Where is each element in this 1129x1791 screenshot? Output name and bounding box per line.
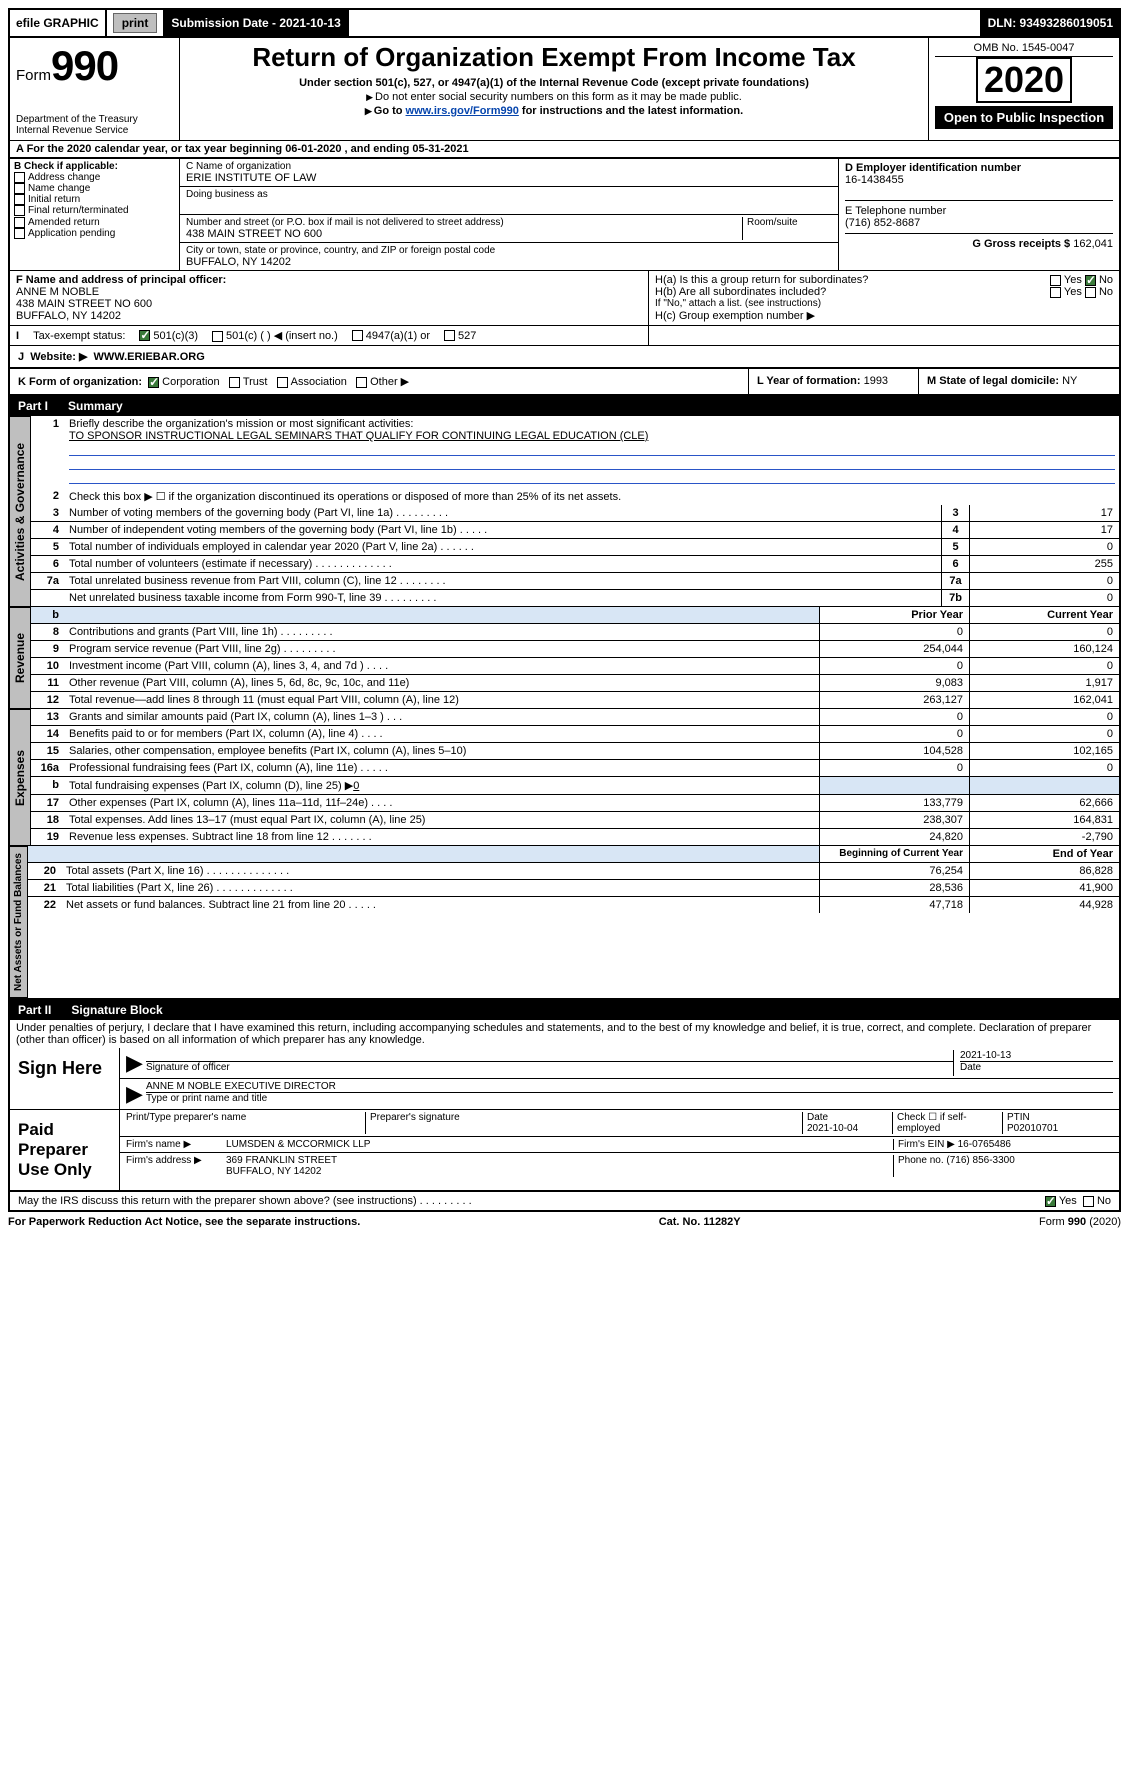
- city-state-zip: BUFFALO, NY 14202: [186, 256, 832, 268]
- prep-date: 2021-10-04: [807, 1123, 892, 1134]
- sign-date: 2021-10-13: [960, 1050, 1113, 1061]
- revenue-section: Revenue bPrior YearCurrent Year 8Contrib…: [8, 607, 1121, 709]
- open-public: Open to Public Inspection: [935, 106, 1113, 129]
- part-ii-header: Part II Signature Block: [8, 1000, 1121, 1020]
- omb-number: OMB No. 1545-0047: [935, 42, 1113, 57]
- mission-text: TO SPONSOR INSTRUCTIONAL LEGAL SEMINARS …: [69, 430, 648, 442]
- vtab-revenue: Revenue: [10, 607, 31, 709]
- row-a-tax-year: A For the 2020 calendar year, or tax yea…: [8, 140, 1121, 159]
- vtab-governance: Activities & Governance: [10, 416, 31, 607]
- form-label: Form990: [16, 42, 173, 90]
- expenses-section: Expenses 13Grants and similar amounts pa…: [8, 709, 1121, 846]
- activities-governance: Activities & Governance 1 Briefly descri…: [8, 416, 1121, 607]
- form-header: Form990 Department of the Treasury Inter…: [8, 38, 1121, 140]
- dept-irs: Internal Revenue Service: [16, 125, 173, 136]
- principal-officer-block: F Name and address of principal officer:…: [8, 271, 1121, 326]
- box-b: B Check if applicable: Address change Na…: [10, 159, 180, 270]
- top-bar: efile GRAPHIC print Submission Date - 20…: [8, 8, 1121, 38]
- val-6: 255: [969, 556, 1119, 572]
- print-button[interactable]: print: [113, 13, 158, 33]
- subtitle-3: Go to www.irs.gov/Form990 for instructio…: [186, 105, 922, 117]
- dln: DLN: 93493286019051: [982, 10, 1119, 36]
- sign-here-label: Sign Here: [10, 1048, 120, 1109]
- page-footer: For Paperwork Reduction Act Notice, see …: [8, 1212, 1121, 1232]
- street-address: 438 MAIN STREET NO 600: [186, 228, 742, 240]
- website-value: WWW.ERIEBAR.ORG: [94, 351, 205, 363]
- signature-section: Sign Here ▶ Signature of officer 2021-10…: [8, 1048, 1121, 1192]
- irs-link[interactable]: www.irs.gov/Form990: [406, 105, 519, 117]
- row-j-website: J Website: ▶ WWW.ERIEBAR.ORG: [8, 346, 1121, 369]
- firm-name: LUMSDEN & MCCORMICK LLP: [226, 1139, 893, 1150]
- submission-date: Submission Date - 2021-10-13: [165, 10, 348, 36]
- row-klm: K Form of organization: Corporation Trus…: [8, 369, 1121, 396]
- discuss-row: May the IRS discuss this return with the…: [8, 1192, 1121, 1212]
- val-3: 17: [969, 505, 1119, 521]
- box-d-label: D Employer identification number: [845, 162, 1113, 174]
- gross-receipts: 162,041: [1073, 238, 1113, 250]
- firm-ein: 16-0765486: [958, 1139, 1011, 1150]
- val-5: 0: [969, 539, 1119, 555]
- officer-sig-name: ANNE M NOBLE EXECUTIVE DIRECTOR: [146, 1081, 1113, 1092]
- dept-treasury: Department of the Treasury: [16, 114, 173, 125]
- subtitle-2: Do not enter social security numbers on …: [186, 91, 922, 103]
- firm-phone: (716) 856-3300: [946, 1155, 1014, 1166]
- form-title: Return of Organization Exempt From Incom…: [186, 42, 922, 73]
- ein: 16-1438455: [845, 174, 1113, 186]
- officer-name: ANNE M NOBLE: [16, 286, 642, 298]
- row-i-tax-status: I Tax-exempt status: 501(c)(3) 501(c) ( …: [8, 326, 1121, 346]
- vtab-expenses: Expenses: [10, 709, 31, 846]
- val-4: 17: [969, 522, 1119, 538]
- part-i-header: Part I Summary: [8, 396, 1121, 416]
- telephone: (716) 852-8687: [845, 217, 1113, 229]
- perjury-statement: Under penalties of perjury, I declare th…: [8, 1020, 1121, 1048]
- efile-label: efile GRAPHIC: [10, 10, 107, 36]
- tax-year: 2020: [976, 57, 1072, 103]
- box-e-label: E Telephone number: [845, 205, 1113, 217]
- state-domicile: NY: [1062, 375, 1077, 387]
- box-g-label: G Gross receipts $: [972, 238, 1070, 250]
- subtitle-1: Under section 501(c), 527, or 4947(a)(1)…: [186, 77, 922, 89]
- paid-preparer-label: Paid Preparer Use Only: [10, 1110, 120, 1190]
- vtab-net-assets: Net Assets or Fund Balances: [10, 846, 28, 998]
- year-formation: 1993: [864, 375, 888, 387]
- ptin: P02010701: [1007, 1123, 1113, 1134]
- val-7b: 0: [969, 590, 1119, 606]
- net-assets-section: Net Assets or Fund Balances Beginning of…: [8, 846, 1121, 1000]
- org-name: ERIE INSTITUTE OF LAW: [186, 172, 832, 184]
- val-7a: 0: [969, 573, 1119, 589]
- box-c: C Name of organization ERIE INSTITUTE OF…: [180, 159, 839, 270]
- identity-block: B Check if applicable: Address change Na…: [8, 159, 1121, 271]
